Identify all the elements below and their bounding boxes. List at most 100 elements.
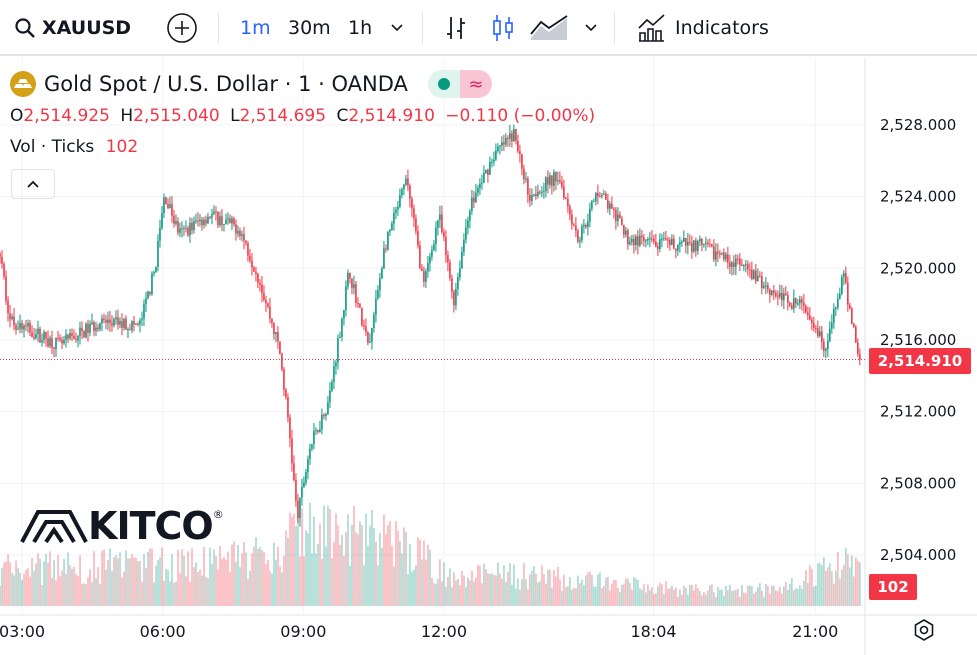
candle-body bbox=[445, 236, 447, 256]
volume-bar bbox=[483, 563, 485, 606]
chart-area[interactable]: 2,504.000 2,508.000 2,512.000 2,516.000 2,52… bbox=[0, 58, 977, 655]
candle-body bbox=[183, 228, 185, 230]
bar-style-button[interactable] bbox=[443, 0, 469, 56]
candle-body bbox=[703, 244, 705, 246]
volume-bar bbox=[763, 596, 765, 606]
price-chart[interactable]: 2,504.000 2,508.000 2,512.000 2,516.000 2,52… bbox=[0, 58, 977, 655]
volume-bar bbox=[487, 573, 489, 606]
candle-body bbox=[53, 347, 55, 350]
volume-bar bbox=[323, 505, 325, 606]
volume-bar bbox=[219, 546, 221, 606]
candle-body bbox=[855, 326, 857, 343]
candle-body bbox=[147, 291, 149, 299]
candle-body bbox=[407, 178, 409, 186]
candle-body bbox=[159, 228, 161, 241]
candle-body bbox=[235, 224, 237, 234]
symbol-search-button[interactable]: XAUUSD bbox=[14, 0, 131, 56]
volume-bar bbox=[265, 564, 267, 606]
volume-bar bbox=[227, 551, 229, 606]
volume-bar bbox=[785, 581, 787, 606]
volume-bar bbox=[161, 547, 163, 606]
volume-bar bbox=[243, 542, 245, 606]
candle-body bbox=[1, 256, 3, 264]
indicators-button[interactable]: Indicators bbox=[637, 0, 769, 56]
volume-bar bbox=[685, 587, 687, 606]
volume-bar bbox=[369, 525, 371, 606]
candle-body bbox=[685, 237, 687, 246]
candle-body bbox=[395, 209, 397, 214]
volume-bar bbox=[9, 562, 11, 606]
interval-1m[interactable]: 1m bbox=[240, 17, 271, 39]
market-open-dot-icon bbox=[437, 78, 450, 90]
candle-body bbox=[391, 223, 393, 231]
candles-style-button[interactable] bbox=[490, 0, 516, 56]
volume-bar bbox=[203, 546, 205, 606]
volume-bar bbox=[295, 526, 297, 606]
candle-body bbox=[829, 328, 831, 342]
candle-body bbox=[637, 236, 639, 246]
chart-settings-button[interactable] bbox=[912, 618, 936, 642]
candle-body bbox=[617, 214, 619, 221]
volume-bar bbox=[7, 554, 9, 606]
volume-bar bbox=[657, 586, 659, 606]
volume-bar bbox=[423, 540, 425, 606]
candle-body bbox=[635, 236, 637, 246]
interval-dropdown[interactable] bbox=[390, 0, 404, 56]
candle-body bbox=[805, 305, 807, 313]
volume-bar bbox=[633, 577, 635, 606]
volume-bar bbox=[575, 588, 577, 606]
volume-bar bbox=[117, 558, 119, 606]
candle-body bbox=[325, 413, 327, 416]
candle-body bbox=[443, 232, 445, 237]
volume-bar bbox=[163, 580, 165, 606]
candle-body bbox=[459, 268, 461, 278]
candle-body bbox=[373, 314, 375, 329]
volume-bar bbox=[47, 562, 49, 606]
volume-bar bbox=[347, 514, 349, 606]
candle-body bbox=[341, 318, 343, 337]
candle-body bbox=[35, 333, 37, 339]
volume-bar bbox=[455, 580, 457, 606]
volume-bar bbox=[3, 562, 5, 606]
candle-body bbox=[603, 193, 605, 195]
candle-body bbox=[813, 322, 815, 328]
volume-bar bbox=[255, 537, 257, 606]
interval-1h[interactable]: 1h bbox=[348, 17, 373, 39]
area-style-button[interactable] bbox=[529, 0, 569, 56]
volume-bar bbox=[77, 576, 79, 606]
candle-body bbox=[803, 302, 805, 306]
volume-bar bbox=[453, 572, 455, 606]
candle-body bbox=[463, 239, 465, 252]
candle-body bbox=[135, 323, 137, 325]
compare-symbol-button[interactable] bbox=[166, 0, 198, 56]
candle-body bbox=[111, 323, 113, 326]
volume-bar bbox=[817, 563, 819, 606]
candle-body bbox=[461, 251, 463, 269]
collapse-legend-button[interactable] bbox=[11, 169, 55, 199]
volume-bar bbox=[499, 573, 501, 606]
kitco-logo-icon bbox=[20, 510, 88, 544]
volume-bar bbox=[231, 544, 233, 606]
volume-bar bbox=[71, 568, 73, 606]
volume-bar bbox=[137, 561, 139, 606]
candle-body bbox=[141, 318, 143, 321]
candle-body bbox=[771, 290, 773, 295]
volume-bar bbox=[747, 585, 749, 606]
candle-body bbox=[213, 211, 215, 215]
market-status-badge[interactable]: ≈ bbox=[427, 70, 492, 98]
candle-body bbox=[91, 322, 93, 324]
candle-body bbox=[677, 245, 679, 251]
volume-bar bbox=[341, 534, 343, 606]
chart-type-dropdown[interactable] bbox=[584, 0, 598, 56]
candle-body bbox=[815, 327, 817, 329]
volume-bar bbox=[629, 582, 631, 606]
interval-30m[interactable]: 30m bbox=[288, 17, 331, 39]
volume-bar bbox=[57, 554, 59, 606]
candle-body bbox=[795, 298, 797, 304]
candle-body bbox=[81, 327, 83, 332]
candle-body bbox=[843, 273, 845, 278]
candle-body bbox=[765, 285, 767, 287]
volume-bar bbox=[17, 568, 19, 606]
volume-bar bbox=[589, 571, 591, 606]
symbol-title: Gold Spot / U.S. Dollar · 1 · OANDA bbox=[44, 72, 408, 96]
